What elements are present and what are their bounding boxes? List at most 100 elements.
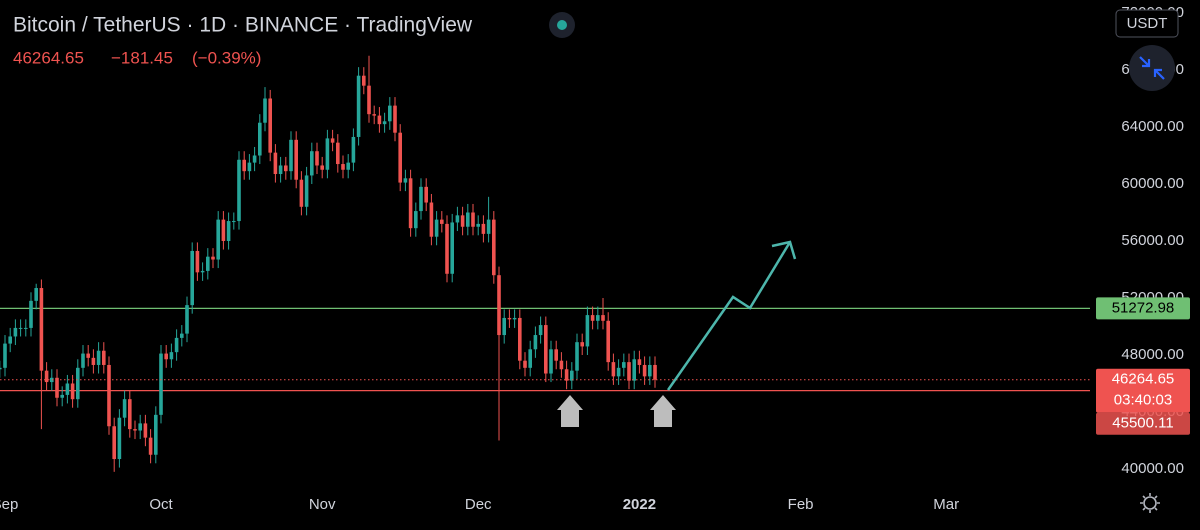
candle-body xyxy=(403,178,408,183)
candle-body xyxy=(211,256,215,260)
support-arrow xyxy=(557,395,583,427)
settings-icon[interactable] xyxy=(1143,496,1157,510)
candle-body xyxy=(101,350,106,365)
candle-body xyxy=(544,325,548,374)
candle-body xyxy=(507,317,512,320)
candle-body xyxy=(44,370,49,383)
candle-body xyxy=(585,315,590,347)
candle-body xyxy=(611,362,616,377)
price-tag-label: 51272.98 xyxy=(1112,299,1175,316)
x-tick-label: 2022 xyxy=(623,496,656,513)
symbol-title: Bitcoin / TetherUS · 1D · BINANCE · Trad… xyxy=(13,14,473,37)
candle-body xyxy=(627,362,631,381)
candle-body xyxy=(590,315,595,321)
candle-body xyxy=(528,349,533,368)
candle-body xyxy=(13,327,18,337)
candle-body xyxy=(393,105,397,133)
candle-body xyxy=(18,327,23,329)
price-tag xyxy=(1096,297,1190,320)
candle-body xyxy=(382,121,387,125)
candle-body xyxy=(346,162,351,170)
candle-body xyxy=(388,105,392,122)
candle-body xyxy=(637,359,642,365)
candle-body xyxy=(112,426,116,460)
x-tick-label: Oct xyxy=(149,496,173,513)
last-price: 46264.65 xyxy=(13,48,84,67)
candle-body xyxy=(70,383,75,400)
candle-body xyxy=(497,275,501,336)
candle-body xyxy=(533,335,538,350)
candle-body xyxy=(434,219,439,237)
candle-body xyxy=(252,155,257,163)
candle-body xyxy=(481,223,486,234)
x-tick-label: Feb xyxy=(788,496,814,513)
candle-body xyxy=(398,132,403,183)
candle-body xyxy=(653,364,657,380)
settings-button[interactable] xyxy=(1140,493,1160,513)
candle-body xyxy=(408,178,413,229)
candle-body xyxy=(294,139,298,180)
x-tick-label: Sep xyxy=(0,496,18,513)
price-tag xyxy=(1096,412,1190,435)
candle-body xyxy=(39,288,44,371)
candle-body xyxy=(367,85,371,115)
candle-body xyxy=(91,357,96,365)
candle-body xyxy=(304,175,309,207)
candle-body xyxy=(460,215,465,227)
candle-body xyxy=(242,159,246,172)
settings-icon-rays[interactable] xyxy=(1140,493,1160,513)
candle-body xyxy=(75,367,80,400)
candle-body xyxy=(336,142,340,165)
support-arrow xyxy=(650,395,676,427)
candle-body xyxy=(372,114,377,116)
candle-body xyxy=(278,165,283,175)
candle-body xyxy=(315,151,319,166)
candle-body xyxy=(486,219,491,234)
candle-body xyxy=(216,219,220,260)
candle-body xyxy=(205,256,210,271)
candle-body xyxy=(55,377,59,398)
candle-body xyxy=(492,219,496,276)
collapse-button[interactable] xyxy=(1129,45,1175,91)
candle-body xyxy=(622,362,626,368)
collapse-icon[interactable] xyxy=(1139,56,1165,80)
candle-body xyxy=(185,305,189,334)
candle-body xyxy=(424,186,429,203)
candle-body xyxy=(231,221,236,223)
candle-body xyxy=(0,367,2,370)
candle-body xyxy=(351,136,356,163)
price-tag-label: 45500.11 xyxy=(1112,415,1173,432)
projection-arrowhead xyxy=(771,240,797,260)
candle-body xyxy=(8,336,12,344)
currency-box[interactable] xyxy=(1115,9,1179,38)
y-tick-label: 64000.00 xyxy=(1121,118,1184,135)
candle-body xyxy=(429,202,434,237)
candle-body xyxy=(169,352,174,360)
candle-body xyxy=(153,414,158,455)
candle-body xyxy=(377,115,382,125)
candle-body xyxy=(299,179,304,207)
candle-body xyxy=(642,364,647,377)
price-change: −181.45 xyxy=(111,48,173,67)
candle-body xyxy=(148,437,153,455)
candle-body xyxy=(107,364,111,427)
x-tick-label: Nov xyxy=(309,496,336,513)
candle-body xyxy=(601,315,605,321)
candle-body xyxy=(122,399,127,418)
y-tick-label: 60000.00 xyxy=(1121,175,1184,192)
candle-body xyxy=(450,222,455,274)
candle-body xyxy=(455,215,460,223)
candle-body xyxy=(596,315,600,321)
price-change-percent: (−0.39%) xyxy=(192,48,261,67)
plot-area xyxy=(0,55,1090,472)
currency-label[interactable]: USDT xyxy=(1127,15,1168,32)
candle-body xyxy=(320,165,325,170)
candle-body xyxy=(518,317,522,361)
candle-body xyxy=(159,353,163,415)
candle-body xyxy=(466,212,470,227)
candle-body xyxy=(330,138,335,143)
candle-body xyxy=(325,138,330,170)
y-tick-label: 56000.00 xyxy=(1121,232,1184,249)
